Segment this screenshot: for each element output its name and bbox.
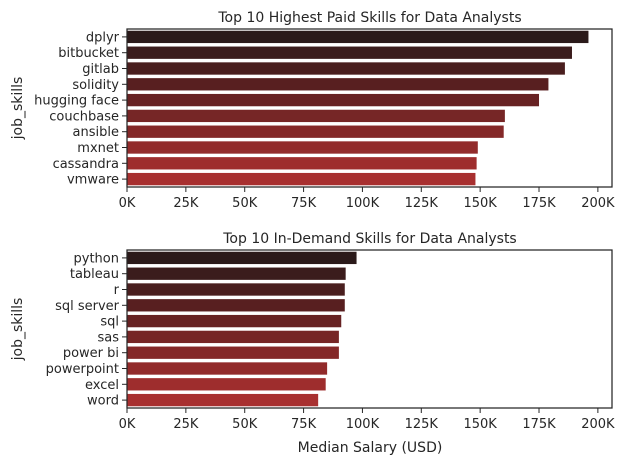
- bar-couchbase: [127, 109, 505, 123]
- bar-powerpoint: [127, 362, 328, 375]
- in-demand-skills-chart: Top 10 In-Demand Skills for Data Analyst…: [10, 231, 615, 456]
- y-tick-label: dplyr: [86, 30, 120, 45]
- chart-title: Top 10 Highest Paid Skills for Data Anal…: [217, 10, 521, 26]
- y-tick-label: tableau: [70, 267, 119, 282]
- bar-mxnet: [127, 141, 478, 154]
- y-tick-label: r: [114, 283, 120, 298]
- x-tick-label: 100K: [346, 417, 380, 432]
- y-tick-label: hugging face: [34, 94, 119, 109]
- bar-solidity: [127, 78, 549, 91]
- x-tick-label: 75K: [291, 417, 317, 432]
- x-tick-group: 0K 25K 50K 75K 100K 125K 150K 175K 200K: [119, 187, 615, 211]
- bar-sas: [127, 330, 339, 344]
- x-tick-label: 200K: [581, 196, 615, 211]
- plot-frame: [126, 28, 613, 188]
- x-tick-label: 175K: [522, 196, 556, 211]
- y-axis-label: job_skills: [10, 298, 26, 362]
- y-tick-label: sas: [97, 330, 119, 345]
- plot-frame: [126, 249, 613, 409]
- y-tick-label: excel: [85, 378, 119, 393]
- y-tick-label: cassandra: [53, 157, 119, 172]
- x-tick-label: 0K: [119, 417, 136, 432]
- bar-word: [127, 393, 319, 407]
- bar-sql-server: [127, 299, 345, 312]
- x-tick-label: 25K: [173, 417, 199, 432]
- bar-vmware: [127, 172, 476, 186]
- bar-cassandra: [127, 157, 477, 170]
- x-tick-label: 100K: [346, 196, 380, 211]
- bar-ansible: [127, 125, 504, 138]
- chart-title: Top 10 In-Demand Skills for Data Analyst…: [222, 231, 516, 247]
- y-tick-label: ansible: [73, 125, 119, 140]
- bar-hugging-face: [127, 93, 540, 107]
- y-tick-label: word: [87, 394, 119, 409]
- bar-group: [127, 251, 357, 407]
- bar-python: [127, 251, 357, 265]
- y-tick-label: solidity: [72, 78, 119, 93]
- bar-group: [127, 30, 589, 186]
- y-tick-label: python: [74, 251, 119, 266]
- y-tick-label: vmware: [67, 173, 119, 188]
- y-tick-label: sql: [100, 315, 119, 330]
- x-tick-label: 125K: [405, 417, 439, 432]
- x-tick-label: 200K: [581, 417, 615, 432]
- y-tick-label: bitbucket: [58, 46, 119, 61]
- x-tick-label: 50K: [232, 417, 258, 432]
- y-tick-label: powerpoint: [46, 362, 119, 377]
- bar-gitlab: [127, 62, 565, 75]
- y-tick-label: gitlab: [82, 62, 119, 77]
- bar-r: [127, 283, 345, 296]
- x-tick-label: 150K: [463, 417, 497, 432]
- x-tick-group: 0K 25K 50K 75K 100K 125K 150K 175K 200K: [119, 408, 615, 432]
- bar-sql: [127, 314, 342, 328]
- x-axis-label: Median Salary (USD): [298, 440, 443, 456]
- bar-bitbucket: [127, 46, 572, 59]
- x-tick-label: 25K: [173, 196, 199, 211]
- x-tick-label: 0K: [119, 196, 136, 211]
- y-tick-label: couchbase: [49, 109, 119, 124]
- y-tick-label: power bi: [63, 346, 119, 361]
- x-tick-label: 150K: [463, 196, 497, 211]
- x-tick-label: 75K: [291, 196, 317, 211]
- bar-tableau: [127, 267, 346, 280]
- bar-excel: [127, 378, 326, 391]
- x-tick-label: 175K: [522, 417, 556, 432]
- y-axis-label: job_skills: [10, 77, 26, 141]
- x-tick-label: 50K: [232, 196, 258, 211]
- y-tick-label: mxnet: [77, 141, 119, 156]
- highest-paid-skills-chart: Top 10 Highest Paid Skills for Data Anal…: [10, 10, 615, 211]
- bar-power-bi: [127, 346, 339, 359]
- bar-dplyr: [127, 30, 589, 44]
- x-tick-label: 125K: [405, 196, 439, 211]
- y-tick-label: sql server: [55, 299, 120, 314]
